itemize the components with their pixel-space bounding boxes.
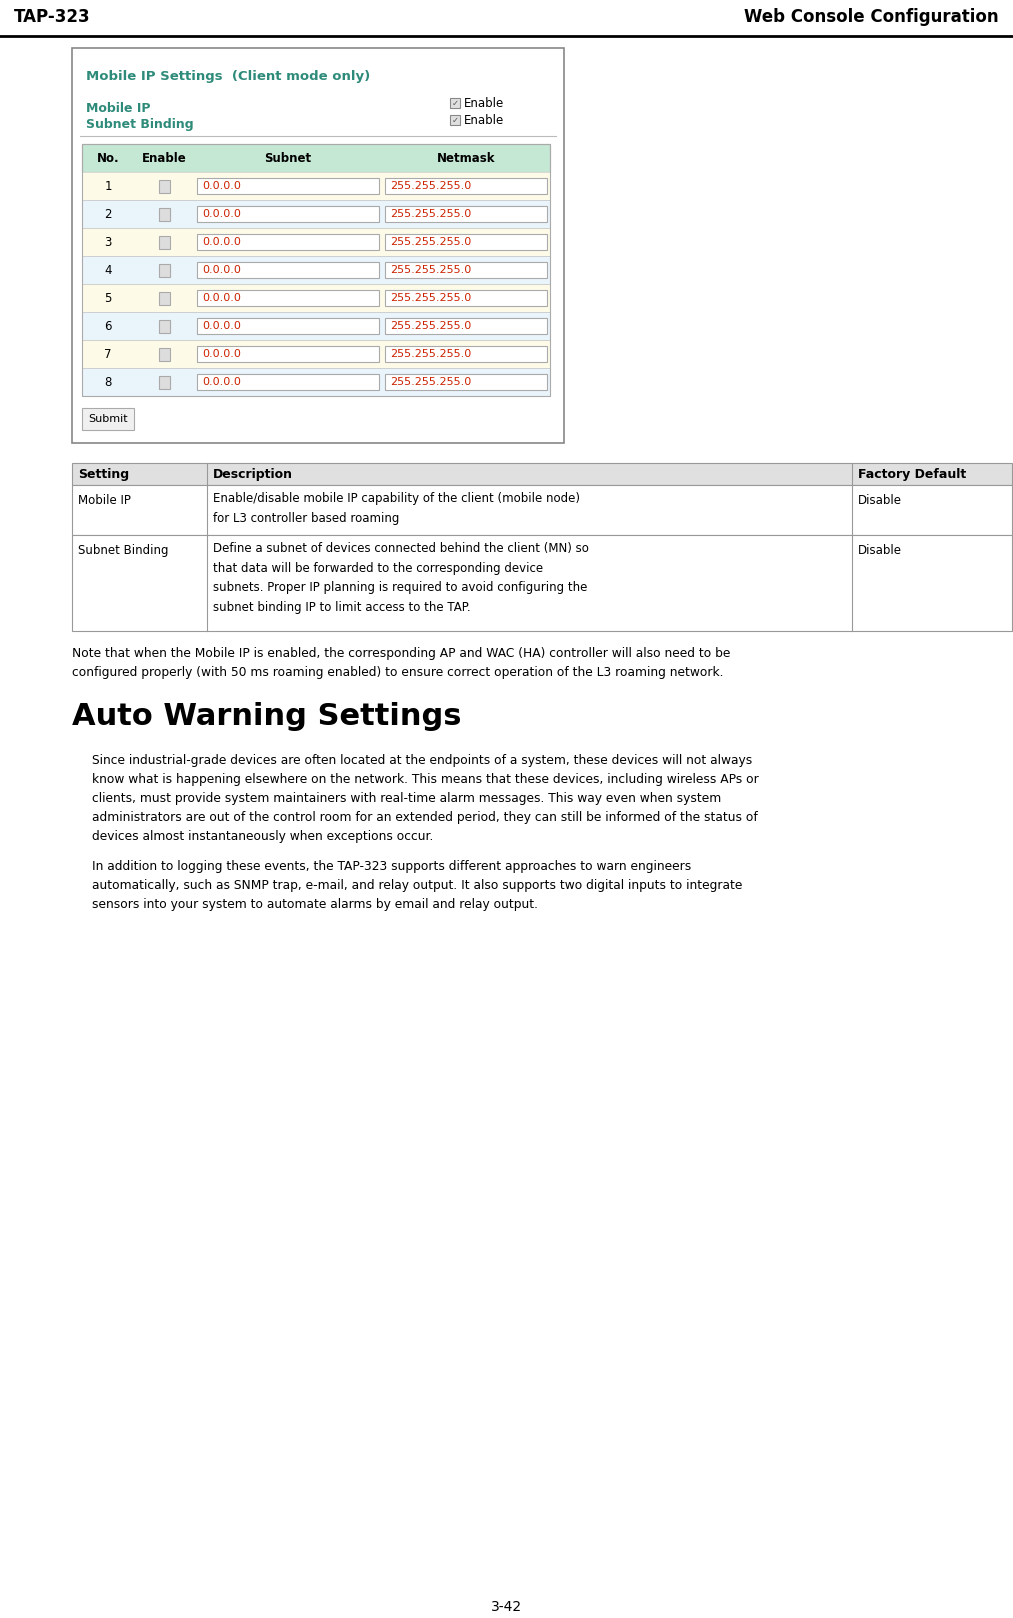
Text: Define a subnet of devices connected behind the client (MN) so
that data will be: Define a subnet of devices connected beh… — [213, 542, 589, 613]
Text: Mobile IP: Mobile IP — [86, 102, 151, 115]
Text: ✓: ✓ — [452, 115, 459, 125]
Bar — [385, 205, 547, 222]
Bar — [82, 312, 550, 340]
Bar — [450, 115, 460, 125]
Text: 255.255.255.0: 255.255.255.0 — [390, 181, 471, 191]
Bar — [72, 49, 564, 443]
Bar — [197, 290, 379, 306]
Bar — [158, 319, 169, 333]
Bar — [158, 291, 169, 304]
Text: Enable: Enable — [142, 152, 186, 165]
Bar — [82, 228, 550, 256]
Text: Netmask: Netmask — [437, 152, 495, 165]
Bar — [158, 375, 169, 388]
Text: 255.255.255.0: 255.255.255.0 — [390, 293, 471, 303]
Text: 0.0.0.0: 0.0.0.0 — [202, 349, 241, 359]
Text: Setting: Setting — [78, 468, 129, 481]
Bar — [450, 99, 460, 108]
Text: 7: 7 — [104, 348, 111, 361]
Text: Submit: Submit — [88, 414, 128, 424]
Bar — [82, 201, 550, 228]
Bar — [82, 256, 550, 285]
Text: 255.255.255.0: 255.255.255.0 — [390, 320, 471, 332]
Bar — [72, 463, 1012, 485]
Text: TAP-323: TAP-323 — [14, 8, 90, 26]
Text: Mobile IP Settings  (Client mode only): Mobile IP Settings (Client mode only) — [86, 70, 370, 83]
Text: No.: No. — [96, 152, 120, 165]
Bar — [197, 346, 379, 362]
Text: 255.255.255.0: 255.255.255.0 — [390, 209, 471, 218]
Text: 255.255.255.0: 255.255.255.0 — [390, 377, 471, 387]
Text: 2: 2 — [104, 207, 111, 220]
Text: 3: 3 — [104, 236, 111, 249]
Text: Enable/disable mobile IP capability of the client (mobile node)
for L3 controlle: Enable/disable mobile IP capability of t… — [213, 492, 580, 524]
Bar — [385, 374, 547, 390]
Bar — [385, 290, 547, 306]
Text: Since industrial-grade devices are often located at the endpoints of a system, t: Since industrial-grade devices are often… — [92, 754, 759, 843]
Text: 6: 6 — [104, 319, 111, 333]
Bar — [158, 236, 169, 249]
Text: Subnet Binding: Subnet Binding — [78, 544, 168, 557]
Text: 0.0.0.0: 0.0.0.0 — [202, 236, 241, 248]
Text: Description: Description — [213, 468, 293, 481]
Text: 0.0.0.0: 0.0.0.0 — [202, 209, 241, 218]
Bar — [82, 340, 550, 367]
Text: Enable: Enable — [464, 97, 504, 110]
Text: Factory Default: Factory Default — [858, 468, 966, 481]
Text: 4: 4 — [104, 264, 111, 277]
Text: Subnet: Subnet — [264, 152, 312, 165]
Text: 8: 8 — [104, 375, 111, 388]
Text: 255.255.255.0: 255.255.255.0 — [390, 265, 471, 275]
Text: 1: 1 — [104, 180, 111, 193]
Bar — [82, 172, 550, 201]
Text: 255.255.255.0: 255.255.255.0 — [390, 236, 471, 248]
Text: 0.0.0.0: 0.0.0.0 — [202, 293, 241, 303]
Text: 0.0.0.0: 0.0.0.0 — [202, 181, 241, 191]
Bar — [82, 367, 550, 396]
Text: Note that when the Mobile IP is enabled, the corresponding AP and WAC (HA) contr: Note that when the Mobile IP is enabled,… — [72, 647, 730, 680]
Text: Mobile IP: Mobile IP — [78, 493, 131, 506]
Bar — [197, 319, 379, 333]
Bar — [385, 178, 547, 194]
Text: Enable: Enable — [464, 113, 504, 126]
Text: Disable: Disable — [858, 544, 902, 557]
Bar — [82, 285, 550, 312]
Bar — [385, 262, 547, 278]
Bar — [197, 262, 379, 278]
Text: In addition to logging these events, the TAP-323 supports different approaches t: In addition to logging these events, the… — [92, 861, 743, 911]
Bar — [197, 178, 379, 194]
Text: 5: 5 — [104, 291, 111, 304]
Bar — [197, 235, 379, 251]
Text: 255.255.255.0: 255.255.255.0 — [390, 349, 471, 359]
Bar — [158, 348, 169, 361]
Text: 3-42: 3-42 — [490, 1600, 522, 1615]
Text: Auto Warning Settings: Auto Warning Settings — [72, 702, 462, 731]
Bar — [82, 408, 134, 430]
Bar — [82, 144, 550, 396]
Bar — [82, 144, 550, 172]
Bar — [197, 205, 379, 222]
Text: Subnet Binding: Subnet Binding — [86, 118, 193, 131]
Text: 0.0.0.0: 0.0.0.0 — [202, 265, 241, 275]
Bar — [385, 235, 547, 251]
Text: 0.0.0.0: 0.0.0.0 — [202, 377, 241, 387]
Text: ✓: ✓ — [452, 99, 459, 107]
Text: 0.0.0.0: 0.0.0.0 — [202, 320, 241, 332]
Text: Web Console Configuration: Web Console Configuration — [745, 8, 999, 26]
Bar — [385, 346, 547, 362]
Bar — [72, 536, 1012, 631]
Text: Disable: Disable — [858, 493, 902, 506]
Bar — [72, 485, 1012, 536]
Bar — [385, 319, 547, 333]
Bar — [158, 207, 169, 220]
Bar — [197, 374, 379, 390]
Bar — [158, 264, 169, 277]
Bar — [158, 180, 169, 193]
